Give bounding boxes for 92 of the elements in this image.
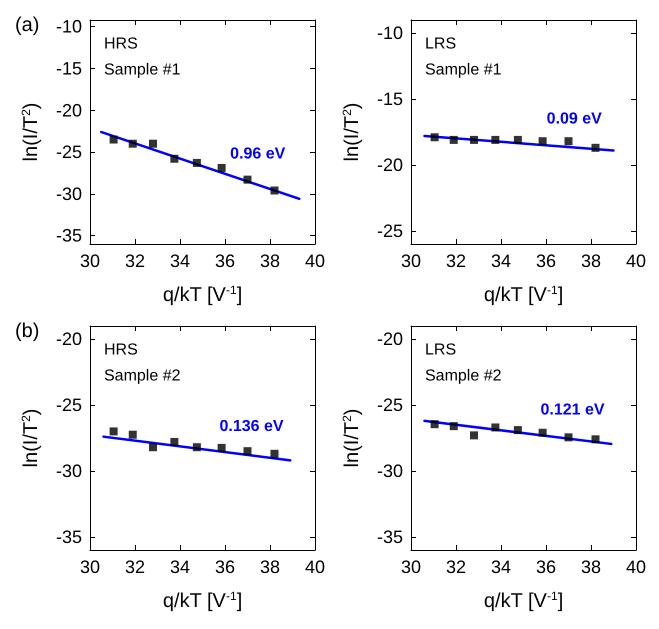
x-tick-label: 34 bbox=[490, 557, 512, 577]
point bbox=[244, 447, 252, 456]
point bbox=[218, 164, 226, 172]
point bbox=[564, 137, 572, 146]
y-tick-label: -25 bbox=[56, 142, 82, 162]
y-tick-label: -35 bbox=[376, 526, 403, 547]
x-tick-label: 36 bbox=[536, 557, 556, 577]
annotation: HRS bbox=[104, 342, 138, 358]
point bbox=[110, 427, 118, 436]
point bbox=[192, 443, 201, 452]
annotation: LRS bbox=[425, 36, 456, 52]
annotation: Sample #1 bbox=[425, 62, 502, 78]
x-tick-label: 34 bbox=[490, 251, 512, 271]
chart-title: (a) bbox=[15, 14, 40, 36]
x-tick-label: 34 bbox=[170, 557, 190, 577]
point bbox=[514, 426, 522, 434]
point bbox=[538, 137, 547, 146]
annotation: 0.136 eV bbox=[220, 418, 284, 435]
y-axis-title: ln(I/T2) bbox=[19, 408, 42, 468]
y-tick-label: -35 bbox=[56, 526, 82, 547]
annotation: Sample #2 bbox=[425, 368, 502, 384]
y-tick-label: -30 bbox=[376, 460, 403, 481]
y-tick-label: -25 bbox=[376, 395, 403, 416]
x-tick-label: 36 bbox=[214, 251, 236, 271]
x-tick-label: 30 bbox=[80, 557, 100, 577]
point bbox=[538, 428, 547, 437]
point bbox=[564, 433, 572, 442]
y-axis-title: ln(I/T2) bbox=[340, 408, 363, 468]
annotation: LRS bbox=[425, 342, 456, 358]
x-tick-label: 30 bbox=[80, 251, 100, 271]
point bbox=[470, 431, 478, 440]
y-tick-label: -20 bbox=[376, 329, 403, 350]
point bbox=[430, 420, 439, 428]
annotation: 0.09 eV bbox=[546, 110, 602, 128]
x-tick-label: 40 bbox=[626, 251, 646, 271]
point bbox=[450, 422, 458, 430]
point bbox=[244, 176, 252, 184]
point bbox=[592, 435, 600, 444]
x-tick-label: 32 bbox=[124, 251, 146, 271]
point bbox=[270, 450, 278, 458]
point bbox=[470, 136, 478, 144]
point bbox=[192, 158, 201, 167]
point bbox=[110, 136, 118, 144]
annotation: 0.121 eV bbox=[540, 402, 605, 419]
point bbox=[170, 438, 178, 446]
x-tick-label: 32 bbox=[446, 557, 466, 577]
point bbox=[592, 144, 600, 152]
x-tick-label: 30 bbox=[400, 251, 422, 271]
point bbox=[128, 140, 137, 148]
annotation: HRS bbox=[104, 36, 138, 52]
y-tick-label: -15 bbox=[56, 58, 82, 78]
point bbox=[450, 136, 458, 144]
y-tick-label: -25 bbox=[376, 220, 403, 241]
x-tick-label: 38 bbox=[580, 251, 602, 271]
y-tick-label: -20 bbox=[56, 100, 82, 120]
y-tick-label: -30 bbox=[56, 184, 82, 204]
x-tick-label: 30 bbox=[400, 557, 422, 577]
y-tick-label: -25 bbox=[56, 395, 82, 416]
y-axis-title: ln(I/T2) bbox=[19, 102, 42, 162]
y-tick-label: -35 bbox=[56, 226, 82, 246]
x-tick-label: 36 bbox=[214, 557, 236, 577]
point bbox=[430, 133, 439, 142]
x-tick-label: 38 bbox=[260, 251, 280, 271]
y-tick-label: -10 bbox=[56, 16, 82, 37]
point bbox=[149, 140, 157, 148]
annotation: Sample #1 bbox=[104, 62, 181, 78]
annotation: 0.96 eV bbox=[230, 146, 286, 163]
x-tick-label: 36 bbox=[536, 251, 556, 271]
chart-title: (b) bbox=[15, 320, 40, 342]
point bbox=[128, 430, 137, 439]
point bbox=[170, 154, 178, 163]
annotation: Sample #2 bbox=[104, 368, 181, 384]
x-tick-label: 38 bbox=[260, 557, 280, 577]
point bbox=[514, 136, 522, 144]
point bbox=[218, 444, 226, 452]
y-tick-label: -15 bbox=[376, 89, 403, 110]
x-tick-label: 32 bbox=[446, 251, 466, 271]
point bbox=[491, 136, 500, 144]
y-tick-label: -10 bbox=[376, 23, 403, 44]
x-tick-label: 38 bbox=[580, 557, 602, 577]
point bbox=[491, 423, 500, 432]
y-axis-title: ln(I/T2) bbox=[340, 102, 363, 162]
point bbox=[149, 443, 157, 452]
y-tick-label: -20 bbox=[376, 154, 403, 175]
point bbox=[270, 186, 278, 195]
y-tick-label: -30 bbox=[56, 460, 82, 481]
x-tick-label: 34 bbox=[170, 251, 190, 271]
x-tick-label: 40 bbox=[626, 557, 646, 577]
x-tick-label: 40 bbox=[304, 251, 326, 271]
x-tick-label: 32 bbox=[124, 557, 146, 577]
y-tick-label: -20 bbox=[56, 329, 82, 350]
x-tick-label: 40 bbox=[304, 557, 326, 577]
